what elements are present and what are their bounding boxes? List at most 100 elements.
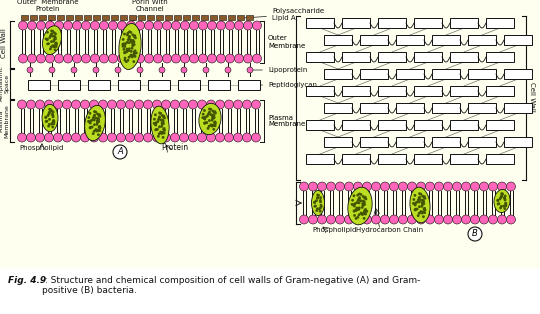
Circle shape: [352, 199, 353, 201]
Circle shape: [135, 52, 136, 54]
Bar: [183, 15, 190, 20]
Circle shape: [316, 200, 317, 201]
Circle shape: [163, 116, 164, 118]
Bar: [468, 137, 496, 147]
Circle shape: [123, 39, 124, 40]
Circle shape: [125, 133, 134, 142]
Circle shape: [424, 196, 425, 198]
Bar: [396, 35, 424, 45]
Bar: [38, 15, 45, 20]
Circle shape: [99, 54, 109, 63]
Circle shape: [96, 130, 98, 132]
Circle shape: [125, 51, 126, 53]
Circle shape: [212, 125, 213, 127]
Circle shape: [98, 134, 99, 135]
Bar: [468, 69, 496, 79]
Circle shape: [95, 129, 97, 130]
Circle shape: [418, 199, 419, 200]
Circle shape: [199, 54, 207, 63]
Text: Protein: Protein: [161, 143, 188, 152]
Circle shape: [415, 208, 417, 210]
Circle shape: [99, 116, 100, 117]
Circle shape: [362, 203, 363, 204]
Circle shape: [48, 113, 50, 115]
Circle shape: [162, 119, 163, 121]
Circle shape: [327, 215, 335, 224]
Circle shape: [416, 208, 418, 210]
Circle shape: [212, 124, 214, 126]
Circle shape: [363, 200, 364, 202]
Circle shape: [91, 21, 99, 30]
Circle shape: [95, 129, 97, 131]
Circle shape: [354, 203, 356, 204]
Bar: [324, 103, 352, 113]
Circle shape: [98, 100, 107, 109]
Circle shape: [362, 182, 372, 191]
Circle shape: [115, 67, 121, 73]
Bar: [414, 52, 442, 62]
Circle shape: [242, 133, 252, 142]
Circle shape: [92, 133, 94, 134]
Circle shape: [160, 131, 161, 133]
Circle shape: [252, 133, 260, 142]
Circle shape: [156, 129, 157, 130]
Bar: [378, 120, 406, 130]
Circle shape: [408, 215, 416, 224]
Text: Polysaccharide
Lipid A: Polysaccharide Lipid A: [245, 8, 324, 21]
Circle shape: [226, 21, 234, 30]
Circle shape: [300, 215, 308, 224]
Circle shape: [363, 211, 365, 213]
Circle shape: [480, 182, 489, 191]
Circle shape: [130, 54, 132, 56]
Circle shape: [480, 215, 489, 224]
Text: Phospholipid: Phospholipid: [313, 227, 357, 233]
Circle shape: [18, 21, 28, 30]
Circle shape: [157, 121, 159, 122]
Circle shape: [171, 133, 179, 142]
Circle shape: [321, 206, 322, 207]
Circle shape: [372, 215, 381, 224]
Circle shape: [359, 198, 360, 199]
Bar: [486, 18, 514, 28]
Circle shape: [505, 205, 507, 207]
Bar: [468, 35, 496, 45]
Circle shape: [423, 208, 425, 210]
Circle shape: [122, 44, 124, 45]
Circle shape: [133, 45, 134, 46]
Circle shape: [213, 117, 214, 119]
Circle shape: [359, 199, 360, 201]
Circle shape: [315, 205, 316, 207]
Circle shape: [381, 215, 389, 224]
Circle shape: [160, 113, 161, 114]
Circle shape: [161, 133, 171, 142]
Text: Fig. 4.9: Fig. 4.9: [8, 276, 46, 285]
Circle shape: [161, 126, 163, 127]
Text: : Structure and chemical composition of cell walls of Gram-negative (A) and Gram: : Structure and chemical composition of …: [42, 276, 420, 295]
Circle shape: [88, 117, 90, 118]
Circle shape: [107, 100, 117, 109]
Bar: [173, 15, 180, 20]
Circle shape: [215, 112, 216, 114]
Circle shape: [124, 44, 125, 46]
Circle shape: [308, 215, 318, 224]
Circle shape: [423, 197, 424, 198]
Circle shape: [426, 215, 435, 224]
Circle shape: [136, 54, 145, 63]
Circle shape: [327, 182, 335, 191]
Bar: [119, 15, 126, 20]
Circle shape: [214, 111, 215, 112]
Circle shape: [320, 207, 321, 209]
Bar: [178, 80, 200, 90]
Circle shape: [362, 196, 364, 197]
Ellipse shape: [410, 187, 430, 223]
Circle shape: [354, 205, 355, 207]
Circle shape: [360, 194, 362, 195]
Circle shape: [53, 120, 55, 121]
Circle shape: [215, 123, 216, 124]
Circle shape: [163, 123, 164, 124]
Circle shape: [158, 119, 159, 120]
Circle shape: [353, 204, 354, 205]
Circle shape: [46, 39, 48, 41]
Circle shape: [423, 216, 424, 217]
Circle shape: [418, 206, 420, 208]
